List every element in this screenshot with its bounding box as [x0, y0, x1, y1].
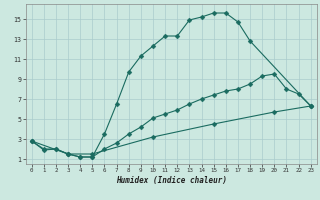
X-axis label: Humidex (Indice chaleur): Humidex (Indice chaleur): [116, 176, 227, 185]
